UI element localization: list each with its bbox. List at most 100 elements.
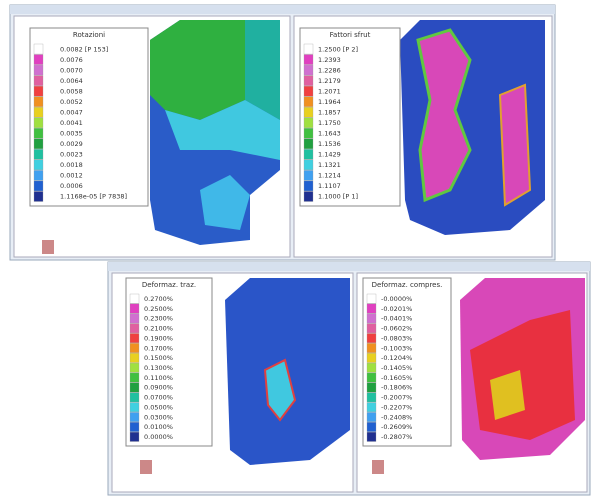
- model-region: [490, 370, 525, 420]
- legend-title: Fattori sfrut: [330, 31, 371, 39]
- model-region: [150, 20, 245, 120]
- legend-label: 1.1107: [318, 182, 341, 190]
- legend-swatch: [366, 372, 377, 383]
- legend-swatch: [33, 75, 44, 86]
- legend-swatch: [303, 170, 314, 181]
- legend-swatch: [366, 392, 377, 403]
- legend-label: 0.0076: [60, 56, 83, 64]
- title-bar: [108, 262, 590, 271]
- legend-label: 0.0300%: [144, 413, 173, 421]
- legend-label: 0.1100%: [144, 374, 173, 382]
- legend-label: 0.2100%: [144, 325, 173, 333]
- legend-label: -0.2207%: [381, 403, 412, 411]
- legend-label: 1.2500 [P 2]: [318, 45, 358, 53]
- legends: Rotazioni 0.0082 [P 153] 0.0076 0.0070 0.006…: [29, 27, 452, 447]
- legend-label: 1.1643: [318, 130, 341, 138]
- legend-swatch: [129, 372, 140, 383]
- legend-label: 0.0100%: [144, 423, 173, 431]
- legend-label: 0.0900%: [144, 384, 173, 392]
- legend-swatch: [33, 170, 44, 181]
- legend-swatch: [303, 138, 314, 149]
- legend-label: 0.0041: [60, 119, 83, 127]
- legend-label: -0.1003%: [381, 344, 412, 352]
- model-region: [498, 83, 532, 207]
- legend-label: 1.1214: [318, 172, 341, 180]
- legend-swatch: [33, 191, 44, 202]
- legend-swatch: [33, 64, 44, 76]
- legend-label: 0.0052: [60, 98, 83, 106]
- legend-swatch: [33, 128, 44, 139]
- legend-label: -0.1605%: [381, 374, 412, 382]
- legend-swatch: [129, 313, 140, 324]
- legend-swatch: [303, 64, 314, 76]
- legend: [362, 277, 452, 447]
- legend-label: -0.0000%: [381, 295, 412, 303]
- model-region: [416, 28, 472, 203]
- legend-label: 1.1750: [318, 119, 341, 127]
- legend-label: 0.0700%: [144, 394, 173, 402]
- legend-label: 0.1700%: [144, 344, 173, 352]
- legend-label: -0.0401%: [381, 315, 412, 323]
- legend-label: 0.0070: [60, 66, 83, 74]
- legend-swatch: [366, 431, 377, 442]
- legend-swatch: [366, 333, 377, 343]
- legend-swatch: [129, 293, 140, 304]
- legend-swatch: [303, 43, 314, 55]
- legend-swatch: [129, 422, 140, 432]
- legend-label: 1.1168e-05 [P 7838]: [60, 193, 127, 201]
- model-region: [245, 20, 280, 120]
- legend-label: -0.0602%: [381, 325, 412, 333]
- legend-label: 0.0035: [60, 130, 83, 138]
- legend-swatch: [33, 85, 44, 97]
- legend-swatch: [303, 54, 314, 65]
- legend-swatch: [33, 149, 44, 160]
- legend-swatch: [366, 303, 377, 314]
- legend-label: 0.0012: [60, 172, 83, 180]
- legend-swatch: [303, 128, 314, 139]
- legend: [299, 27, 401, 207]
- legend-label: 0.0058: [60, 87, 83, 95]
- title-bar: [10, 5, 555, 14]
- legend-label: 1.1964: [318, 98, 341, 106]
- legend-label: 0.0023: [60, 151, 83, 159]
- legend-swatch: [129, 303, 140, 314]
- legend-label: 0.0500%: [144, 403, 173, 411]
- legend-label: 1.2286: [318, 66, 341, 74]
- legend-label: 1.1000 [P 1]: [318, 193, 358, 201]
- legend-swatch: [129, 333, 140, 343]
- legend-swatch: [33, 138, 44, 149]
- axis-icon: [372, 460, 384, 474]
- model-region: [165, 100, 280, 160]
- legend-label: 0.1500%: [144, 354, 173, 362]
- legend-swatch: [303, 85, 314, 97]
- legend-swatch: [129, 392, 140, 403]
- legend-label: 0.0064: [60, 77, 83, 85]
- legend-swatch: [33, 180, 44, 192]
- legend-swatch: [366, 382, 377, 393]
- legend-label: 1.2071: [318, 87, 341, 95]
- legend-label: -0.0803%: [381, 334, 412, 342]
- legend-swatch: [366, 412, 377, 422]
- legend-swatch: [303, 180, 314, 192]
- axis-icon: [140, 460, 152, 474]
- legend-title: Deformaz. traz.: [142, 281, 196, 289]
- legend-label: 0.1300%: [144, 364, 173, 372]
- legend-swatch: [129, 343, 140, 353]
- legend-swatch: [129, 431, 140, 442]
- legend-label: 0.2300%: [144, 315, 173, 323]
- legend-label: -0.1405%: [381, 364, 412, 372]
- legend-swatch: [366, 353, 377, 363]
- legend-swatch: [129, 412, 140, 422]
- legend-swatch: [366, 343, 377, 353]
- legend-title: Rotazioni: [73, 31, 105, 39]
- legend-label: -0.2408%: [381, 413, 412, 421]
- legend-swatch: [129, 323, 140, 334]
- legend-swatch: [129, 362, 140, 373]
- model-region: [263, 358, 297, 422]
- legend-label: 0.0006: [60, 182, 83, 190]
- legend-swatch: [33, 159, 44, 171]
- legend-swatch: [366, 293, 377, 304]
- legend-label: 1.1857: [318, 108, 341, 116]
- legend-swatch: [303, 117, 314, 128]
